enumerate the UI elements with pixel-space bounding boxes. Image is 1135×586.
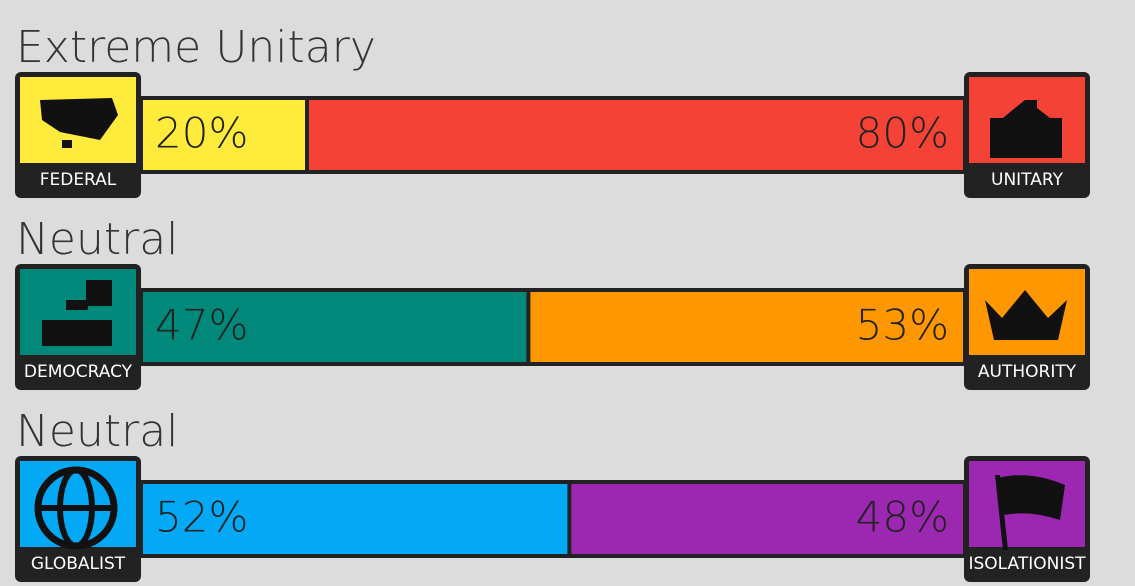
icon-label: AUTHORITY: [978, 362, 1077, 382]
icon-glyph: [995, 475, 1008, 550]
bar-right: [309, 100, 963, 170]
bar-left: [143, 484, 568, 554]
left-icon: DEMOCRACY: [15, 264, 141, 390]
icon-glyph: [62, 140, 72, 148]
icon-glyph: [990, 100, 1062, 158]
axis-row: Neutral 47% 53% DEMOCRACY AUTHORITY: [15, 214, 1090, 390]
left-icon: GLOBALIST: [15, 456, 141, 582]
icon-glyph: [42, 320, 112, 346]
icon-glyph: [985, 290, 1067, 340]
right-icon: UNITARY: [964, 72, 1090, 198]
right-icon: AUTHORITY: [964, 264, 1090, 390]
axis-verdict: Neutral: [16, 406, 178, 457]
icon-glyph: [66, 300, 88, 310]
left-percent: 47%: [155, 301, 248, 350]
icon-glyph: [57, 467, 95, 549]
icon-label: ISOLATIONIST: [968, 554, 1086, 574]
bar-right: [530, 292, 963, 362]
axis-row: Neutral 52% 48% GLOBALIST ISOLATIONIST: [15, 406, 1090, 582]
left-percent: 52%: [155, 493, 248, 542]
right-percent: 80%: [856, 109, 949, 158]
icon-label: GLOBALIST: [31, 554, 126, 574]
left-icon: FEDERAL: [15, 72, 141, 198]
icon-label: UNITARY: [991, 170, 1064, 190]
icon-glyph: [86, 280, 112, 306]
icon-label: DEMOCRACY: [24, 362, 133, 382]
icon-glyph: [40, 98, 118, 140]
bar-left: [143, 100, 305, 170]
left-percent: 20%: [155, 109, 248, 158]
icon-label: FEDERAL: [40, 170, 117, 190]
bar-right: [571, 484, 963, 554]
right-percent: 48%: [856, 493, 949, 542]
icon-glyph: [998, 475, 1065, 520]
axis-verdict: Extreme Unitary: [16, 22, 376, 73]
axis-row: Extreme Unitary 20% 80% FEDERAL UNITARY: [15, 22, 1090, 198]
bar-left: [143, 292, 527, 362]
right-icon: ISOLATIONIST: [964, 456, 1090, 582]
right-percent: 53%: [856, 301, 949, 350]
axis-verdict: Neutral: [16, 214, 178, 265]
